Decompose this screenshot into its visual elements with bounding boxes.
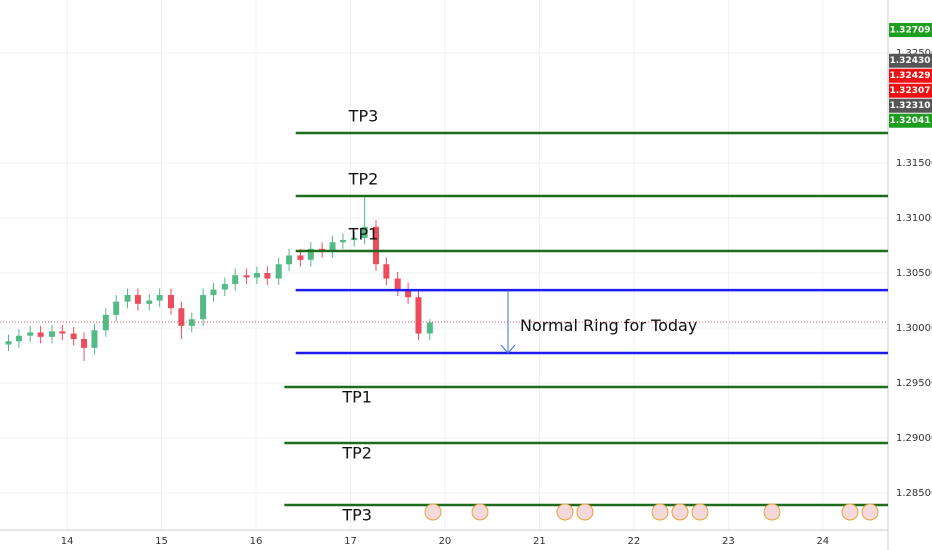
price-badge [889,53,932,68]
candle-body [37,332,44,337]
candle-body [405,289,412,298]
event-icon [471,503,489,521]
candle-body [286,255,293,265]
candle-body [361,226,368,238]
event-icon [671,503,689,521]
grid [0,0,888,530]
candle-body [59,331,66,334]
level-label: TP1 [348,225,379,244]
candle-body [339,240,346,243]
x-tick-label: 15 [155,536,168,547]
candle-body [275,264,282,279]
y-tick-label: 1.29000 [896,433,932,444]
candle-body [297,255,304,260]
y-tick-label: 1.30000 [896,323,932,334]
event-icon [763,503,781,521]
event-icon [691,503,709,521]
y-tick-label: 1.29500 [896,378,932,389]
candle-body [243,275,250,278]
level-label: TP2 [348,170,379,189]
x-tick-label: 22 [628,536,641,547]
candle-body [210,289,217,296]
x-tick-label: 21 [533,536,546,547]
candle-body [167,295,174,309]
candle-body [91,330,98,348]
price-badge [889,98,932,113]
y-tick-label: 1.30500 [896,268,932,279]
candle-body [134,295,141,304]
price-badge-label: 1.32709 [890,26,931,36]
price-badge [889,83,932,98]
level-label: TP2 [341,443,372,462]
level-label: TP3 [348,106,379,125]
y-tick-label: 1.28500 [896,488,932,499]
candle-body [5,341,12,345]
price-badge-label: 1.32307 [890,86,931,96]
price-badge [889,68,932,83]
price-badge [889,113,932,128]
event-icon [576,503,594,521]
event-icon [651,503,669,521]
candle-body [264,273,271,279]
event-icon [556,503,574,521]
candle-body [81,339,88,348]
candle-body [329,242,336,252]
candle-body [48,331,55,337]
y-tick-label: 1.31500 [896,158,932,169]
candle-body [351,237,358,241]
candle-body [156,295,163,301]
candle-body [146,300,153,304]
candle-body [253,273,260,278]
y-tick-label: 1.31000 [896,213,932,224]
price-badge [889,23,932,38]
candle-body [221,284,228,290]
candle-body [372,226,379,265]
candle-body [15,335,22,342]
price-badge-label: 1.32430 [890,56,931,66]
price-badge-label: 1.32041 [890,116,931,126]
level-label: TP1 [341,387,372,406]
candle-body [70,333,77,340]
x-tick-label: 14 [61,536,74,547]
candle-body [178,308,185,326]
x-tick-label: 16 [250,536,263,547]
x-tick-label: 24 [816,536,829,547]
candle-body [113,301,120,315]
candle-body [415,297,422,334]
x-tick-label: 23 [722,536,735,547]
annotation: Normal Ring for Today [520,316,697,335]
event-icons [424,503,879,521]
event-icon [424,503,442,521]
event-icon [861,503,879,521]
candle-body [307,248,314,260]
candle-body [188,319,195,326]
x-tick-label: 17 [344,536,357,547]
price-badge-label: 1.32429 [890,71,931,81]
annotation-arrowhead [500,344,516,354]
event-icon [841,503,859,521]
candle-body [426,322,433,334]
candle-body [124,295,131,302]
candle-body [200,295,207,320]
candle-body [383,264,390,279]
x-tick-label: 20 [439,536,452,547]
y-tick-label: 1.32500 [896,48,932,59]
candle-body [394,278,401,290]
candle-body [27,332,34,336]
level-label: TP3 [341,506,372,525]
candle-body [232,275,239,285]
price-badge-label: 1.32310 [890,101,931,111]
candle-body [102,314,109,331]
